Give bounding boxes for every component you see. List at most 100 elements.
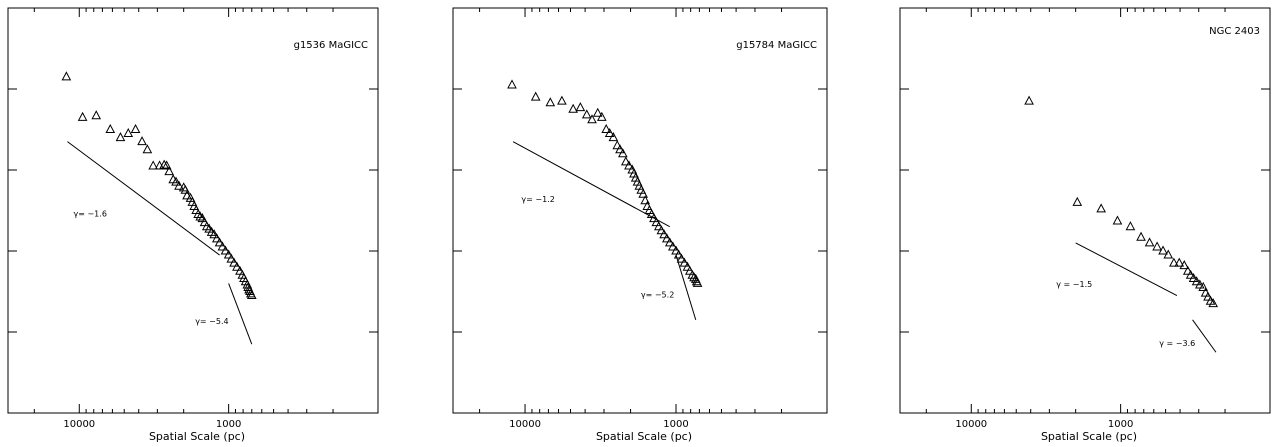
data-point: [1200, 287, 1211, 297]
x-tick-label: 1000: [1108, 419, 1133, 430]
data-point: [137, 136, 147, 146]
data-point: [662, 233, 672, 243]
plot-frame: [7, 7, 379, 414]
x-tick-label: 1000: [663, 419, 688, 430]
x-minor-ticks: [7, 8, 379, 413]
slope-lines: γ= −1.2 γ= −5.2: [512, 141, 697, 320]
data-point: [671, 245, 681, 255]
data-point: [642, 200, 653, 210]
data-point: [1169, 257, 1179, 267]
data-point: [130, 123, 141, 133]
data-point: [581, 109, 592, 119]
data-point: [1136, 231, 1146, 241]
data-point: [685, 265, 695, 275]
data-point: [612, 140, 623, 150]
data-point: [587, 114, 597, 124]
slope-label: γ= −1.2: [521, 195, 554, 204]
data-point: [692, 277, 703, 287]
data-point: [1182, 265, 1193, 275]
data-point: [673, 249, 684, 259]
data-point: [211, 233, 222, 243]
data-point: [1024, 95, 1034, 105]
data-point: [1152, 241, 1162, 251]
data-point: [676, 253, 687, 263]
slope-line: [67, 141, 220, 256]
slope-line: [1192, 319, 1217, 353]
panel-title: g15784 MaGICC: [736, 40, 817, 51]
data-point: [105, 123, 116, 133]
data-point: [557, 95, 567, 105]
data-point: [123, 127, 134, 138]
y-ticks: [8, 88, 378, 333]
data-point: [1112, 215, 1123, 225]
data-point: [620, 156, 631, 166]
data-point: [1158, 245, 1168, 255]
data-point: [182, 190, 192, 200]
data-point: [638, 188, 649, 198]
data-point: [640, 195, 651, 205]
panel-title: g1536 MaGICC: [294, 40, 368, 51]
data-point: [615, 144, 625, 154]
data-point: [232, 261, 242, 271]
data-point: [679, 257, 690, 267]
data-point: [1203, 291, 1213, 301]
data-point: [530, 91, 541, 101]
data-point: [596, 111, 607, 121]
data-point: [592, 107, 603, 117]
data-point: [575, 102, 586, 112]
data-point: [164, 166, 175, 176]
data-point: [1191, 276, 1202, 286]
data-point: [1179, 260, 1190, 270]
data-point: [214, 237, 225, 247]
data-point: [168, 174, 179, 184]
data-point: [545, 97, 556, 107]
data-point: [689, 272, 699, 282]
data-point: [601, 123, 612, 133]
data-point: [1174, 257, 1185, 267]
slope-line: [228, 283, 253, 345]
data-point: [1188, 272, 1199, 283]
data-point: [1163, 249, 1174, 259]
data-point: [217, 241, 228, 251]
data-point: [226, 253, 237, 263]
x-axis-title: Spatial Scale (pc): [149, 430, 245, 443]
data-point: [1194, 279, 1205, 289]
data-point: [142, 144, 153, 154]
slope-label: γ= −1.6: [74, 209, 107, 218]
data-point: [656, 225, 667, 235]
data-point: [1125, 221, 1136, 231]
plot-frame: [899, 7, 1271, 414]
data-point: [659, 229, 669, 239]
data-point: [180, 184, 191, 194]
x-tick-label: 10000: [509, 419, 541, 430]
slope-line: [675, 254, 697, 320]
x-tick-labels: 10000 1000: [509, 419, 689, 430]
data-point: [115, 132, 126, 142]
data-point: [568, 103, 578, 113]
data-point: [1185, 269, 1196, 279]
x-axis-title: Spatial Scale (pc): [1041, 430, 1137, 443]
data-point: [1072, 196, 1083, 206]
data-point: [1096, 203, 1106, 213]
x-minor-ticks: [899, 8, 1271, 413]
data-point: [604, 127, 615, 138]
data-point: [195, 211, 206, 221]
x-axis-title: Spatial Scale (pc): [596, 430, 692, 443]
slope-label: γ= −5.4: [195, 317, 228, 326]
data-points: [507, 79, 703, 287]
data-point: [171, 176, 181, 186]
data-point: [209, 229, 219, 239]
data-point: [651, 217, 662, 227]
slope-line: [1075, 242, 1178, 296]
slope-lines: γ= −1.6 γ= −5.4: [67, 141, 253, 345]
plot-frame: [452, 7, 828, 414]
x-tick-label: 10000: [955, 419, 987, 430]
x-tick-label: 1000: [216, 419, 241, 430]
data-point: [624, 160, 634, 170]
data-point: [174, 180, 184, 190]
slope-label: γ = −3.6: [1159, 339, 1195, 348]
slope-label: γ = −1.5: [1056, 280, 1092, 289]
x-tick-labels: 10000 1000: [63, 419, 241, 430]
x-tick-label: 10000: [63, 419, 95, 430]
